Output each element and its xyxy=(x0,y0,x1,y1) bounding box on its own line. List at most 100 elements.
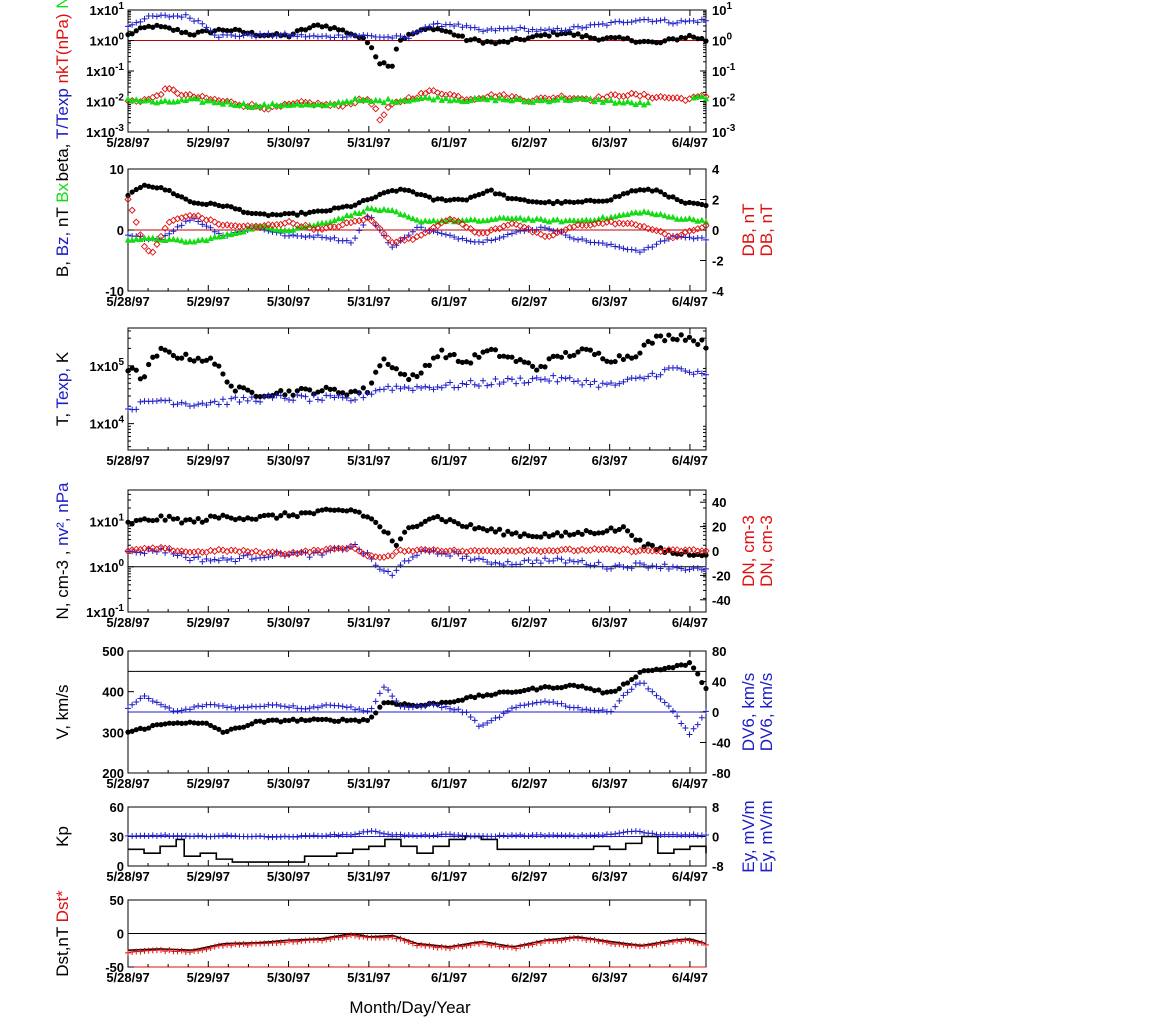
y-tick-label: 1x101 xyxy=(90,513,125,530)
data-point xyxy=(459,523,466,529)
data-point xyxy=(562,27,569,34)
data-point xyxy=(491,547,500,555)
data-point xyxy=(248,703,255,710)
data-point xyxy=(476,354,482,360)
data-point xyxy=(195,947,202,954)
data-point xyxy=(694,19,701,26)
data-point xyxy=(244,30,251,37)
data-point xyxy=(216,726,222,732)
data-point xyxy=(648,225,656,234)
data-point xyxy=(203,517,210,523)
data-point xyxy=(231,546,239,555)
data-point xyxy=(269,211,276,217)
data-point xyxy=(496,39,503,45)
data-point xyxy=(323,23,329,29)
data-point xyxy=(195,29,201,35)
data-point xyxy=(678,938,685,945)
data-point xyxy=(567,199,573,205)
data-point xyxy=(662,191,668,198)
data-point xyxy=(529,375,536,382)
data-point xyxy=(170,191,177,197)
data-point xyxy=(484,27,491,34)
data-point xyxy=(306,224,314,232)
x-tick-label: 6/3/97 xyxy=(592,615,628,630)
data-point xyxy=(554,685,560,691)
data-point xyxy=(674,364,681,371)
data-point xyxy=(393,567,400,574)
data-point xyxy=(509,354,515,360)
data-point xyxy=(388,552,396,560)
data-point xyxy=(352,508,358,514)
data-point xyxy=(558,31,565,37)
data-point xyxy=(133,96,140,103)
series-v xyxy=(125,660,709,735)
data-point xyxy=(542,31,548,38)
y2-tick-label: 101 xyxy=(712,1,732,18)
data-point xyxy=(239,546,248,555)
data-point xyxy=(661,366,668,373)
data-point xyxy=(504,215,512,222)
data-point xyxy=(537,230,545,239)
data-point xyxy=(183,720,189,726)
data-point xyxy=(463,237,470,244)
data-point xyxy=(665,232,673,240)
data-point xyxy=(133,367,139,373)
data-point xyxy=(335,392,342,399)
x-tick-label: 5/28/97 xyxy=(106,970,149,985)
data-point xyxy=(272,549,281,557)
data-point xyxy=(483,229,491,237)
data-point xyxy=(608,19,615,26)
data-point xyxy=(413,216,421,223)
data-point xyxy=(691,552,697,558)
data-point xyxy=(187,32,193,38)
data-point xyxy=(207,513,214,519)
data-point xyxy=(533,228,541,236)
data-point xyxy=(294,100,301,107)
data-point xyxy=(409,547,417,555)
data-point xyxy=(216,26,222,32)
data-point xyxy=(182,97,189,104)
data-point xyxy=(157,543,165,552)
data-point xyxy=(368,196,375,202)
data-point xyxy=(467,216,474,223)
data-point xyxy=(451,23,458,30)
data-point xyxy=(600,36,606,42)
data-point xyxy=(628,89,636,98)
data-point xyxy=(261,719,267,725)
data-point xyxy=(414,29,420,36)
data-point xyxy=(178,214,186,222)
data-point xyxy=(538,33,544,39)
data-point xyxy=(232,558,239,565)
y2-tick-label: 40 xyxy=(712,675,726,690)
data-point xyxy=(352,932,359,939)
data-point xyxy=(463,197,470,203)
data-point xyxy=(698,566,705,573)
data-point xyxy=(471,556,478,563)
data-point xyxy=(389,387,396,394)
data-point xyxy=(542,364,548,370)
data-point xyxy=(686,731,693,738)
data-point xyxy=(583,197,589,204)
data-point xyxy=(571,352,577,358)
data-point xyxy=(447,945,454,952)
data-point xyxy=(652,93,661,102)
data-point xyxy=(290,232,297,239)
data-point xyxy=(339,102,347,110)
data-point xyxy=(331,718,338,724)
data-point xyxy=(203,97,210,104)
data-point xyxy=(438,23,445,30)
data-point xyxy=(495,225,504,233)
data-point xyxy=(468,693,474,700)
data-point xyxy=(186,95,194,102)
data-point xyxy=(360,513,366,519)
data-point xyxy=(376,829,383,836)
series-texp xyxy=(125,364,709,413)
data-point xyxy=(348,204,354,210)
data-point xyxy=(591,832,598,839)
data-point xyxy=(583,24,590,31)
data-point xyxy=(248,225,256,232)
x-tick-label: 5/29/97 xyxy=(187,294,230,309)
data-point xyxy=(632,942,639,949)
data-point xyxy=(558,200,565,206)
data-point xyxy=(286,210,292,217)
